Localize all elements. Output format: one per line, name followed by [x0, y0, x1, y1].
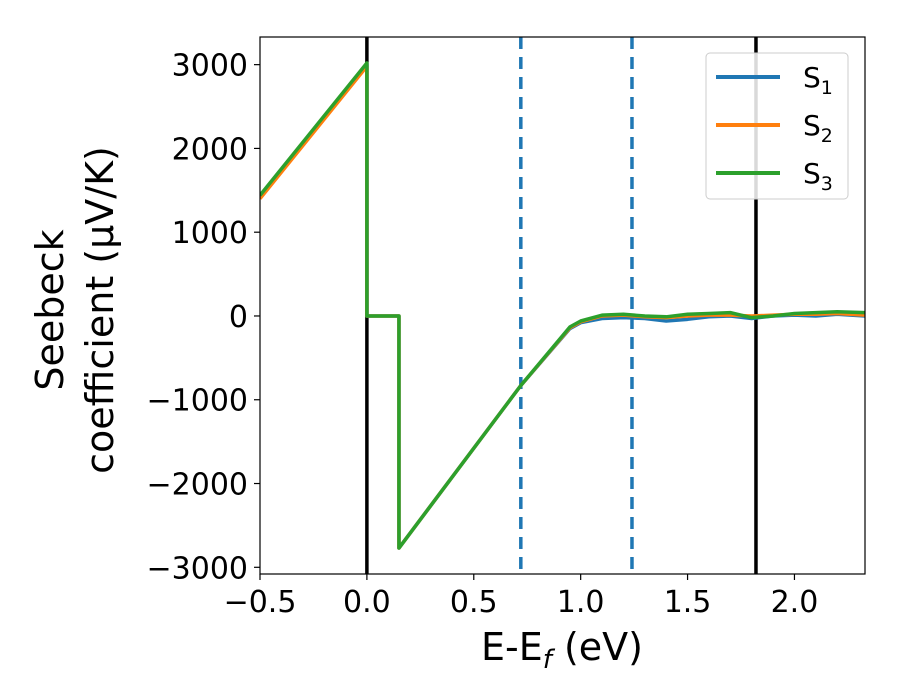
series-line-3: [260, 61, 865, 550]
y-axis-label-line-1: Seebeck: [28, 229, 72, 390]
x-tick-label: 1.5: [664, 585, 712, 620]
x-tick-label: 2.0: [771, 585, 819, 620]
y-tick-label: 2000: [172, 132, 248, 167]
y-tick-label: −2000: [147, 468, 248, 503]
x-tick-label: −0.5: [224, 585, 297, 620]
y-tick-label: 0: [229, 300, 248, 335]
y-tick-label: −3000: [147, 551, 248, 586]
x-axis-label-main: E-E: [481, 625, 543, 669]
legend-label-3: S3: [803, 157, 833, 195]
y-axis-label-line-2: coefficient (μV/K): [78, 146, 122, 474]
reference-lines: [365, 37, 758, 574]
x-axis-label-tail: (eV): [552, 625, 643, 669]
series-layer: [260, 61, 865, 550]
legend: S1 S2 S3: [705, 52, 849, 200]
y-tick-label: 3000: [172, 49, 248, 84]
tick-layer: −0.5 0.0 0.5 1.0 1.5 2.0 −3000 −2000 −1000 0 1000 2…: [147, 49, 819, 620]
x-axis-label: E-Ef (eV): [481, 625, 643, 675]
plot-frame: [259, 36, 866, 575]
y-axis-label: Seebeck coefficient (μV/K): [28, 146, 122, 474]
legend-label-2: S2: [803, 109, 833, 147]
y-tick-label: 1000: [172, 216, 248, 251]
x-tick-label: 0.0: [343, 585, 391, 620]
legend-label-1: S1: [803, 61, 833, 99]
y-tick-label: −1000: [147, 384, 248, 419]
x-tick-label: 0.5: [450, 585, 498, 620]
x-tick-label: 1.0: [557, 585, 605, 620]
